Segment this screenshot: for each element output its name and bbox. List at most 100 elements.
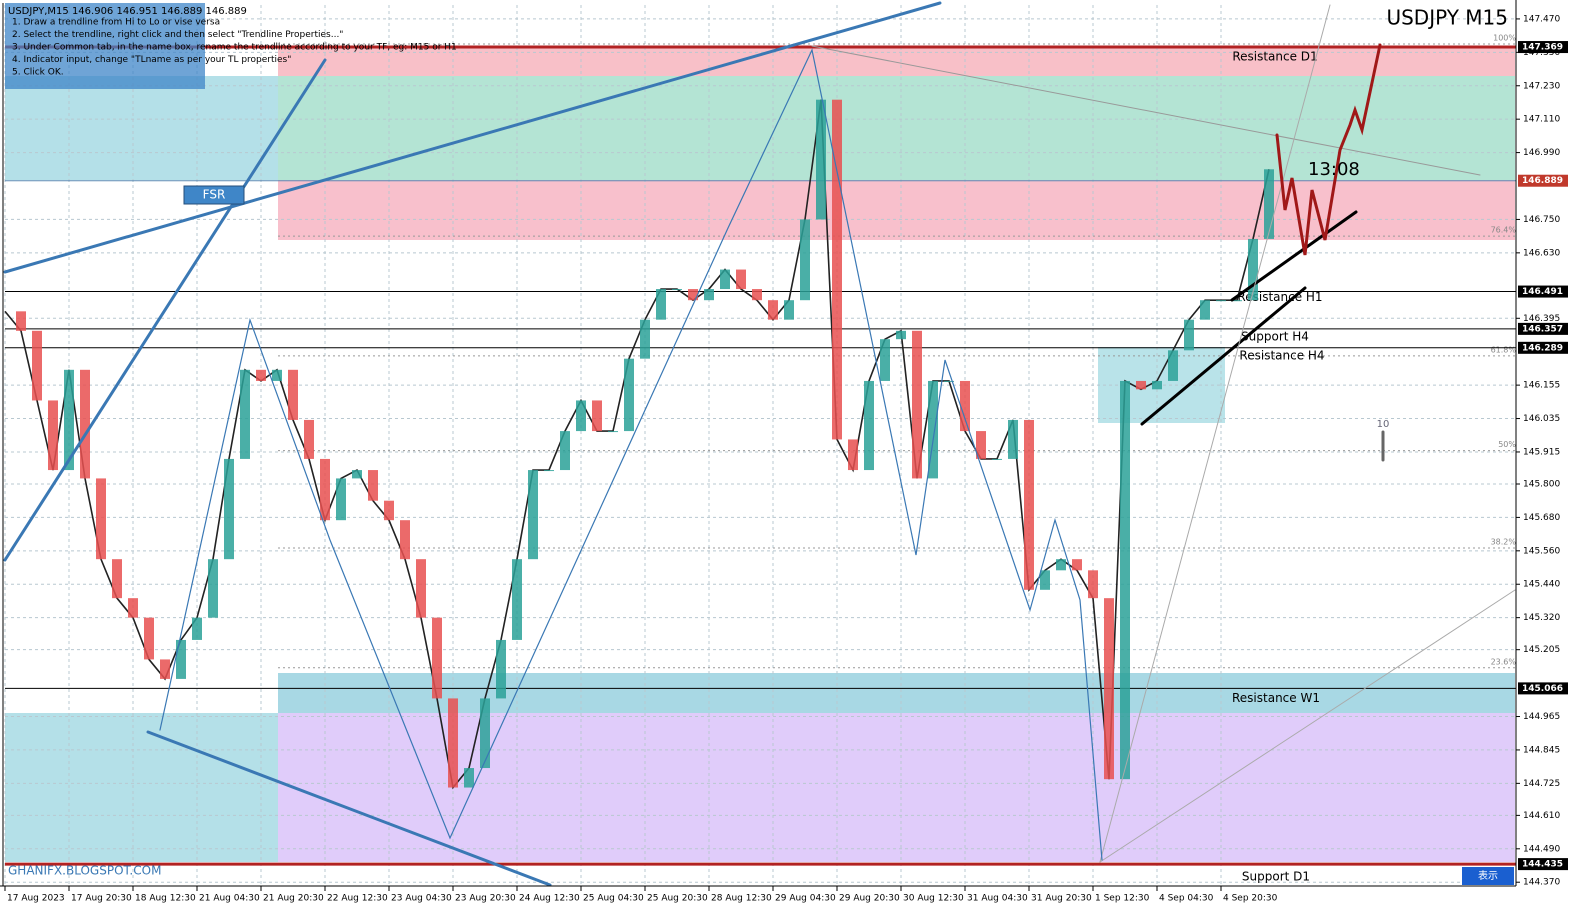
x-tick-label: 30 Aug 12:30 <box>903 894 964 904</box>
candle <box>864 380 874 471</box>
candle <box>128 598 138 618</box>
zone <box>278 673 1515 713</box>
x-tick-label: 31 Aug 20:30 <box>1031 894 1092 904</box>
y-tick-label: 144.370 <box>1523 878 1560 888</box>
y-tick-label: 146.750 <box>1523 215 1560 225</box>
candle <box>32 330 42 401</box>
candle <box>768 300 778 320</box>
trendlines <box>3 1 1516 887</box>
candle <box>1264 169 1274 239</box>
instruction: 1. Draw a trendline from Hi to Lo or vis… <box>12 18 220 28</box>
price-tag <box>1518 682 1568 695</box>
candle <box>1216 300 1226 302</box>
y-tick-label: 144.610 <box>1523 811 1560 821</box>
candle <box>80 369 90 479</box>
candle <box>544 470 554 472</box>
zone <box>278 46 1515 76</box>
y-tick-label: 145.320 <box>1523 613 1560 623</box>
candle <box>816 99 826 220</box>
fib-label: 38.2% <box>1491 538 1517 547</box>
candle <box>1184 319 1194 351</box>
x-tick-label: 25 Aug 04:30 <box>583 894 644 904</box>
candle <box>480 698 490 769</box>
y-tick-label: 144.845 <box>1523 745 1560 755</box>
candle <box>272 369 282 381</box>
candle <box>368 470 378 501</box>
x-tick-label: 31 Aug 04:30 <box>967 894 1028 904</box>
candle <box>400 520 410 560</box>
fib-label: 50% <box>1498 440 1516 449</box>
zone <box>278 713 1515 862</box>
y-tick-label: 144.725 <box>1523 779 1560 789</box>
candle <box>848 439 858 471</box>
fib-label: 61.8% <box>1491 345 1517 354</box>
candle <box>752 289 762 301</box>
price-axis <box>1516 0 1572 913</box>
button[interactable] <box>1462 867 1514 885</box>
candle <box>1040 570 1050 590</box>
time-label: 13:08 <box>1308 159 1360 180</box>
y-tick-label: 145.915 <box>1523 447 1560 457</box>
price-tag <box>1518 341 1568 354</box>
button-label[interactable]: 表示 <box>1478 869 1498 882</box>
x-tick-label: 22 Aug 12:30 <box>327 894 388 904</box>
candle <box>64 369 74 471</box>
candle <box>992 458 1002 460</box>
candle <box>464 768 474 788</box>
price-tag-label: 146.357 <box>1522 324 1563 334</box>
projection <box>1275 43 1382 256</box>
level-name: Resistance H4 <box>1239 348 1324 362</box>
trendline <box>146 730 552 887</box>
instruction: 2. Select the trendline, right click and… <box>12 30 343 40</box>
y-tick-label: 146.630 <box>1523 248 1560 258</box>
y-tick-label: 147.110 <box>1523 115 1560 125</box>
candle <box>912 330 922 479</box>
candle <box>688 289 698 301</box>
y-tick-label: 146.035 <box>1523 414 1560 424</box>
candle <box>48 400 58 471</box>
trendline <box>1230 210 1358 302</box>
instruction: 4. Indicator input, change "TLname as pe… <box>12 55 291 65</box>
x-tick-label: 24 Aug 12:30 <box>519 894 580 904</box>
y-tick-label: 145.800 <box>1523 479 1560 489</box>
candle <box>512 559 522 640</box>
x-tick-label: 17 Aug 2023 <box>7 894 65 904</box>
candle <box>176 639 186 679</box>
candle <box>640 319 650 359</box>
candle <box>832 99 842 440</box>
zone <box>5 713 278 862</box>
candle <box>704 289 714 301</box>
x-tick-label: 1 Sep 12:30 <box>1095 894 1150 904</box>
trendline <box>1099 589 1516 863</box>
x-tick-label: 18 Aug 12:30 <box>135 894 196 904</box>
candle <box>656 289 666 320</box>
candle <box>784 300 794 320</box>
y-tick-label: 146.395 <box>1523 314 1560 324</box>
candle <box>1072 559 1082 571</box>
candle <box>672 289 682 291</box>
watermark: GHANIFX.BLOGSPOT.COM <box>8 864 161 878</box>
fib-label: 23.6% <box>1491 657 1517 666</box>
x-tick-label: 28 Aug 12:30 <box>711 894 772 904</box>
y-tick-label: 147.230 <box>1523 81 1560 91</box>
zone <box>5 76 278 180</box>
x-tick-label: 25 Aug 20:30 <box>647 894 708 904</box>
y-tick-label: 144.490 <box>1523 844 1560 854</box>
header: USDJPY,M15 146.906 146.951 146.889 146.8… <box>8 6 247 17</box>
x-tick-label: 29 Aug 20:30 <box>839 894 900 904</box>
candle <box>1200 300 1210 320</box>
candle <box>288 369 298 420</box>
price-tag-label: 145.066 <box>1522 684 1563 694</box>
instruction: 5. Click OK. <box>12 68 64 78</box>
price-tag <box>1518 322 1568 335</box>
candle <box>576 400 586 432</box>
trendline <box>3 58 327 562</box>
trendline <box>3 1 942 274</box>
instructions-box <box>5 3 205 89</box>
instruction: 3. Under Common tab, in the name box, re… <box>12 43 457 53</box>
trendline <box>1099 4 1331 863</box>
candle <box>928 380 938 479</box>
zone <box>278 76 1515 180</box>
level-name: Resistance H1 <box>1237 290 1322 304</box>
